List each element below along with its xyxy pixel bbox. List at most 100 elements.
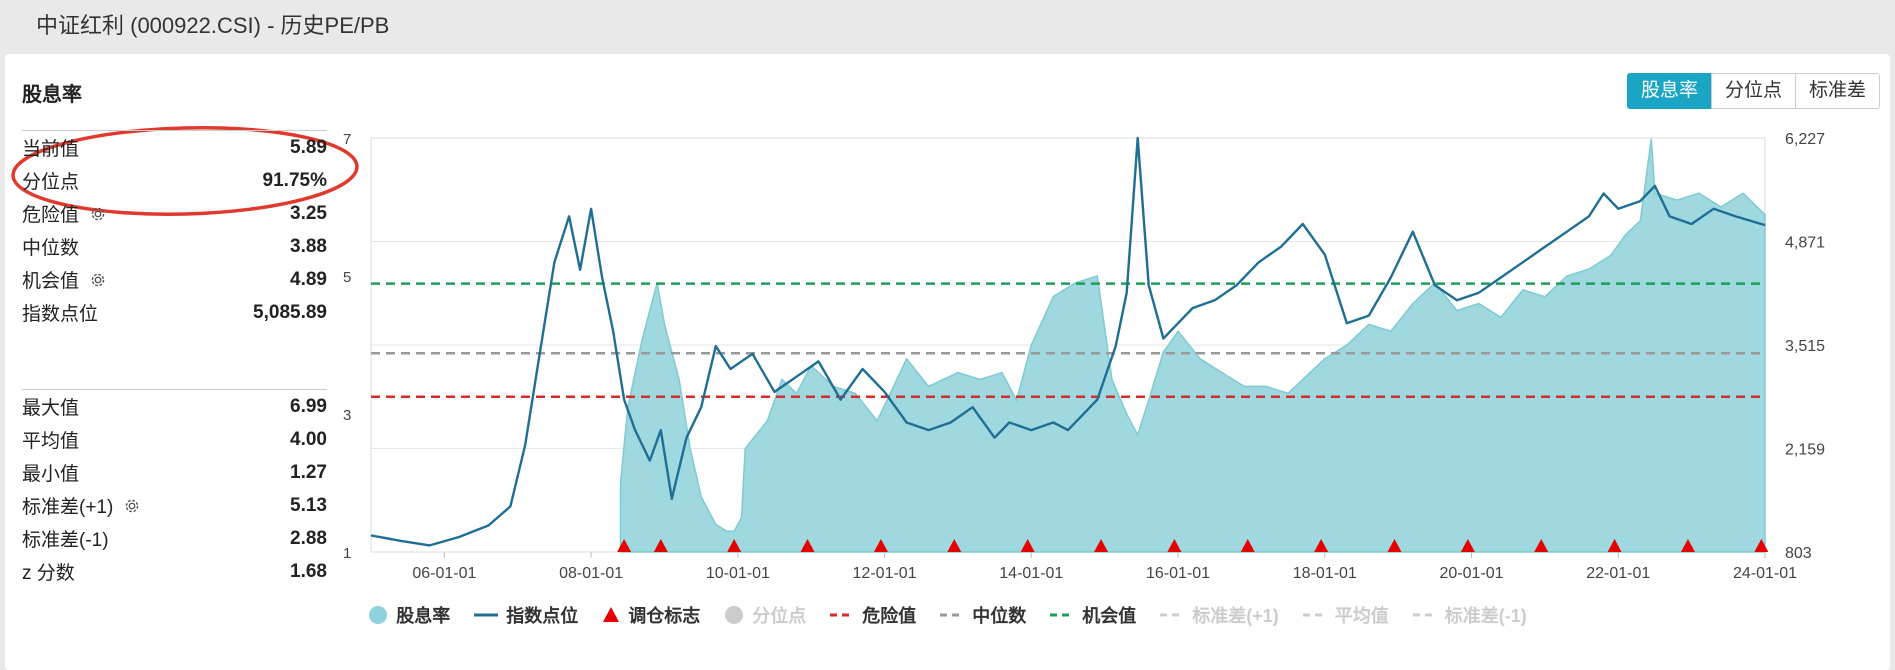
- stat-value: 1.27: [290, 461, 327, 483]
- x-tick-label: 08-01-01: [559, 565, 623, 582]
- legend-line-icon: [474, 613, 499, 617]
- stat-label: 最大值: [22, 398, 80, 419]
- legend-item[interactable]: 股息率: [368, 602, 450, 628]
- stat-value: 4.89: [290, 268, 327, 290]
- stat-label: 机会值: [22, 271, 80, 292]
- stat-value: 2.88: [290, 527, 327, 549]
- y-left-tick-label: 1: [343, 545, 351, 562]
- rebalance-marker[interactable]: [873, 539, 888, 552]
- x-tick-label: 10-01-01: [706, 565, 770, 582]
- rebalance-marker[interactable]: [653, 539, 668, 552]
- rebalance-marker[interactable]: [800, 539, 815, 552]
- tab-std-dev[interactable]: 标准差: [1794, 73, 1880, 109]
- y-left-tick-label: 7: [343, 131, 351, 148]
- rebalance-marker[interactable]: [1534, 539, 1549, 552]
- rebalance-marker[interactable]: [1094, 539, 1109, 552]
- stat-row: 中位数 3.88: [22, 230, 327, 263]
- index-points-line: [370, 136, 1766, 547]
- y-right-tick-label: 3,515: [1785, 338, 1825, 355]
- rebalance-marker[interactable]: [1387, 539, 1402, 552]
- stat-value: 4.00: [290, 428, 327, 450]
- stat-row: 最大值 6.99: [22, 390, 327, 423]
- legend-label: 调仓标志: [628, 606, 701, 626]
- x-tick-label: 18-01-01: [1293, 565, 1357, 582]
- x-tick-label: 22-01-01: [1586, 565, 1650, 582]
- legend-dash-icon: [1160, 613, 1185, 617]
- rebalance-marker[interactable]: [1314, 539, 1329, 552]
- legend-item[interactable]: 机会值: [1050, 602, 1136, 628]
- gear-icon[interactable]: [123, 497, 141, 515]
- legend-label: 平均值: [1334, 606, 1389, 626]
- y-left-tick-label: 3: [343, 407, 351, 424]
- rebalance-marker[interactable]: [1754, 539, 1769, 552]
- rebalance-marker[interactable]: [1167, 539, 1182, 552]
- tab-dividend-yield[interactable]: 股息率: [1626, 73, 1712, 109]
- stat-label: 指数点位: [22, 304, 99, 325]
- stat-label: z 分数: [22, 563, 75, 584]
- legend-item[interactable]: 危险值: [830, 602, 916, 628]
- stat-row: z 分数 1.68: [22, 555, 327, 588]
- chart-card: 06-01-01 08-01-01 10-01-01 12-01-01 14-01-01…: [5, 54, 1890, 670]
- x-tick-label: 20-01-01: [1440, 565, 1504, 582]
- legend-label: 中位数: [972, 606, 1027, 626]
- view-tabs: 股息率 分位点 标准差: [1626, 73, 1880, 109]
- rebalance-marker[interactable]: [727, 539, 742, 552]
- legend-item[interactable]: 标准差(-1): [1412, 602, 1527, 628]
- stat-label: 危险值: [22, 205, 80, 226]
- legend-item[interactable]: 分位点: [724, 602, 806, 628]
- legend-label: 标准差(+1): [1192, 606, 1279, 626]
- legend-dash-icon: [1050, 613, 1075, 617]
- stat-row: 标准差(-1) 2.88: [22, 522, 327, 555]
- page-title: 中证红利 (000922.CSI) - 历史PE/PB: [36, 13, 390, 38]
- tab-percentile[interactable]: 分位点: [1710, 73, 1796, 109]
- legend-label: 机会值: [1082, 606, 1137, 626]
- x-tick-label: 12-01-01: [853, 565, 917, 582]
- stat-label: 最小值: [22, 464, 80, 485]
- y-right-tick-label: 4,871: [1785, 235, 1825, 252]
- legend-item[interactable]: 中位数: [940, 602, 1026, 628]
- y-left-tick-label: 5: [343, 269, 351, 286]
- legend-label: 指数点位: [506, 606, 579, 626]
- stat-value: 5.13: [290, 494, 327, 516]
- chart-canvas[interactable]: 06-01-01 08-01-01 10-01-01 12-01-01 14-01-01…: [5, 54, 1890, 670]
- rebalance-marker[interactable]: [1460, 539, 1475, 552]
- rebalance-marker[interactable]: [1240, 539, 1255, 552]
- gear-icon[interactable]: [89, 271, 107, 289]
- legend-item[interactable]: 指数点位: [474, 602, 578, 628]
- x-tick-label: 14-01-01: [999, 565, 1063, 582]
- dividend-yield-area: [619, 138, 1766, 553]
- x-tick-label: 06-01-01: [412, 565, 476, 582]
- legend-label: 标准差(-1): [1444, 606, 1527, 626]
- x-tick-label: 16-01-01: [1146, 565, 1210, 582]
- y-right-tick-label: 803: [1785, 545, 1812, 562]
- legend-dot-icon: [725, 606, 744, 624]
- rebalance-marker[interactable]: [617, 539, 632, 552]
- rebalance-marker[interactable]: [1020, 539, 1035, 552]
- legend-label: 分位点: [752, 606, 807, 626]
- stat-row: 最小值 1.27: [22, 456, 327, 489]
- legend-dash-icon: [1412, 613, 1437, 617]
- rebalance-marker[interactable]: [947, 539, 962, 552]
- stat-label: 标准差(-1): [22, 530, 109, 551]
- rebalance-marker[interactable]: [1607, 539, 1622, 552]
- legend-triangle-icon: [603, 607, 620, 622]
- stats-summary: 最大值 6.99 平均值 4.00 最小值 1.27 标准差(+1) 5.13 标准差(-1) 2…: [22, 389, 327, 588]
- rebalance-marker[interactable]: [1680, 539, 1695, 552]
- stat-value: 1.68: [290, 560, 327, 582]
- stat-label: 分位点: [22, 172, 80, 193]
- gear-icon[interactable]: [89, 205, 107, 223]
- stat-label: 当前值: [22, 139, 80, 160]
- legend-dash-icon: [830, 613, 855, 617]
- legend-label: 危险值: [862, 606, 917, 626]
- highlight-annotation: [11, 126, 359, 216]
- stat-row: 机会值 4.89: [22, 263, 327, 296]
- legend-item[interactable]: 标准差(+1): [1160, 602, 1279, 628]
- y-right-tick-label: 6,227: [1785, 131, 1825, 148]
- legend-item[interactable]: 平均值: [1302, 602, 1389, 628]
- legend-item[interactable]: 调仓标志: [602, 602, 700, 628]
- legend-dash-icon: [1302, 613, 1327, 617]
- legend-label: 股息率: [396, 606, 451, 626]
- stat-row: 分位点 91.75%: [22, 164, 327, 197]
- stat-row: 危险值 3.25: [22, 197, 327, 230]
- stat-value: 5.89: [290, 136, 327, 158]
